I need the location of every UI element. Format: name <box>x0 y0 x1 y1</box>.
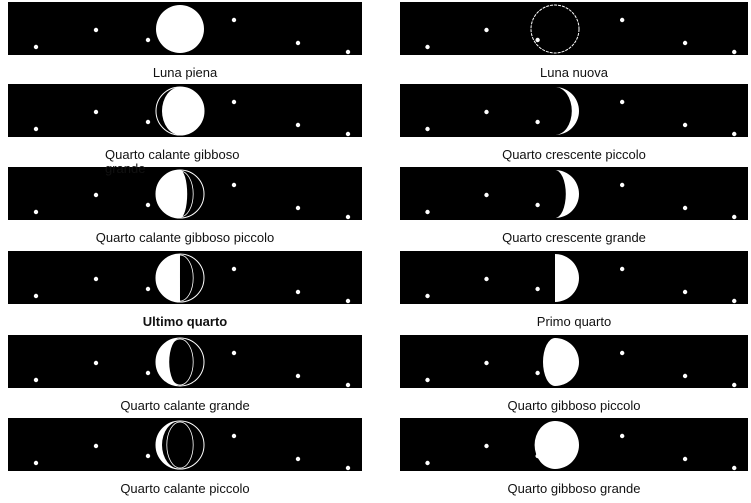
star <box>425 210 429 214</box>
star <box>146 203 150 207</box>
phase-label: Quarto calante piccolo <box>35 482 335 496</box>
phase-label: Quarto calante grande <box>35 399 335 413</box>
star <box>732 383 736 387</box>
star <box>346 132 350 136</box>
star <box>34 378 38 382</box>
star <box>34 210 38 214</box>
star <box>346 50 350 54</box>
star <box>34 127 38 131</box>
star <box>732 50 736 54</box>
star <box>34 461 38 465</box>
star <box>484 28 488 32</box>
star <box>683 41 687 45</box>
star <box>425 45 429 49</box>
star <box>620 267 624 271</box>
star <box>535 287 539 291</box>
star <box>146 371 150 375</box>
phase-label: Luna piena <box>35 66 335 80</box>
star <box>232 267 236 271</box>
star <box>146 120 150 124</box>
moon <box>156 5 204 53</box>
star <box>425 461 429 465</box>
star <box>620 434 624 438</box>
star <box>683 374 687 378</box>
phase-label: Quarto gibboso grande <box>424 482 724 496</box>
phase-label: Quarto gibboso piccolo <box>424 399 724 413</box>
star <box>94 28 98 32</box>
phase-label: Ultimo quarto <box>35 315 335 329</box>
star <box>94 193 98 197</box>
star <box>535 38 539 42</box>
star <box>296 457 300 461</box>
star <box>232 183 236 187</box>
star <box>296 374 300 378</box>
star <box>620 18 624 22</box>
star <box>346 215 350 219</box>
panel <box>400 2 748 55</box>
moon-phases: Luna piena Quarto calante gibboso grande Q… <box>0 0 751 503</box>
phase-label: Quarto crescente piccolo <box>424 148 724 162</box>
star <box>232 100 236 104</box>
panel <box>8 418 362 471</box>
star <box>620 183 624 187</box>
star <box>535 371 539 375</box>
star <box>94 361 98 365</box>
phase-label: Primo quarto <box>424 315 724 329</box>
star <box>683 206 687 210</box>
star <box>232 434 236 438</box>
phase-label: Quarto calante gibboso grande <box>105 148 280 176</box>
panel <box>8 335 362 388</box>
star <box>683 457 687 461</box>
star <box>296 123 300 127</box>
star <box>683 290 687 294</box>
star <box>425 378 429 382</box>
star <box>94 444 98 448</box>
star <box>425 127 429 131</box>
star <box>346 466 350 470</box>
star <box>94 110 98 114</box>
star <box>232 351 236 355</box>
star <box>484 361 488 365</box>
star <box>296 206 300 210</box>
star <box>732 466 736 470</box>
star <box>535 120 539 124</box>
panel <box>8 251 362 304</box>
star <box>484 110 488 114</box>
star <box>732 215 736 219</box>
star <box>732 132 736 136</box>
star <box>34 294 38 298</box>
star <box>620 351 624 355</box>
star <box>146 454 150 458</box>
star <box>296 41 300 45</box>
star <box>620 100 624 104</box>
star <box>296 290 300 294</box>
star <box>232 18 236 22</box>
phase-label: Quarto calante gibboso piccolo <box>35 231 335 245</box>
star <box>94 277 98 281</box>
phase-label: Quarto crescente grande <box>424 231 724 245</box>
star <box>34 45 38 49</box>
star <box>484 444 488 448</box>
star <box>146 287 150 291</box>
star <box>425 294 429 298</box>
star <box>535 203 539 207</box>
star <box>346 383 350 387</box>
star <box>346 299 350 303</box>
star <box>484 193 488 197</box>
star <box>146 38 150 42</box>
star <box>683 123 687 127</box>
star <box>484 277 488 281</box>
star <box>732 299 736 303</box>
phase-label: Luna nuova <box>424 66 724 80</box>
